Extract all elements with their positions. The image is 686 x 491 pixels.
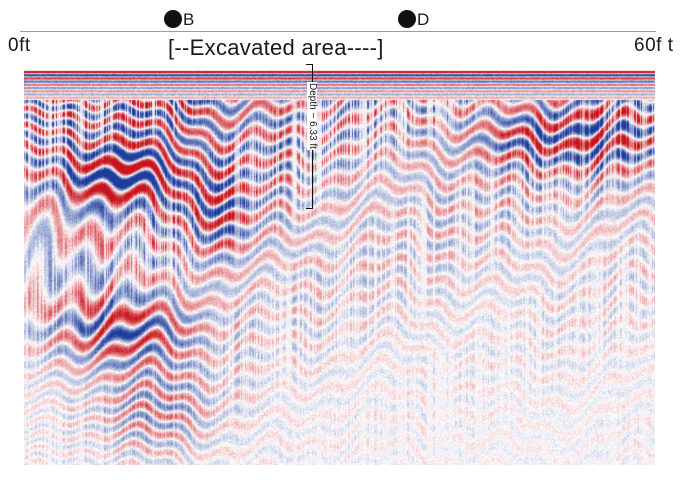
marker-b-dot <box>164 10 182 28</box>
scan-line <box>20 31 656 32</box>
marker-b: B <box>164 8 194 30</box>
depth-tick-top <box>306 64 313 65</box>
marker-d-label: D <box>417 9 430 29</box>
scale-start-label: 0ft <box>8 35 31 56</box>
marker-d-dot <box>398 10 416 28</box>
depth-tick-bottom <box>306 208 313 209</box>
marker-d: D <box>398 8 429 30</box>
gpr-radargram-image <box>24 70 655 465</box>
depth-marker: Depth ~ 6.33 ft <box>300 64 318 209</box>
scale-end-label: 60f t <box>634 35 674 56</box>
marker-b-label: B <box>183 9 195 29</box>
depth-label: Depth ~ 6.33 ft <box>307 82 318 150</box>
excavated-area-label: [--Excavated area----] <box>168 35 384 60</box>
